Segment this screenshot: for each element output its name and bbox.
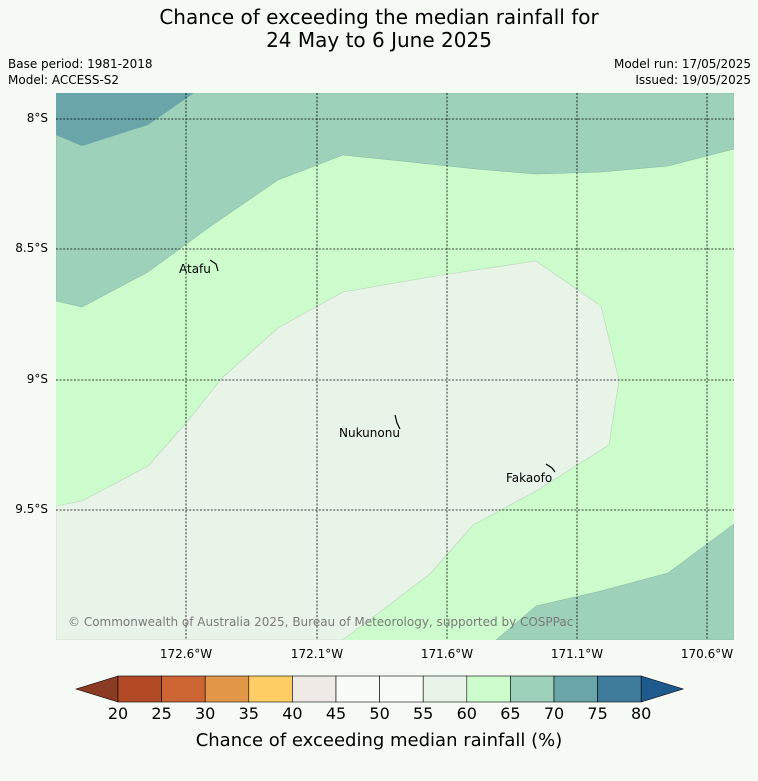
lon-label-171-1w: 171.1°W [550, 647, 604, 661]
place-label-fakaofo: Fakaofo [506, 471, 552, 485]
colorbar-tick-45: 45 [325, 704, 347, 723]
lat-label-8s: 8°S [26, 111, 48, 125]
colorbar-box-20-25 [117, 675, 162, 703]
lon-label-172-6w: 172.6°W [159, 647, 213, 661]
model-run: Model run: 17/05/2025 [613, 57, 751, 71]
colorbar-tick-20: 20 [107, 704, 129, 723]
base-period: Base period: 1981-2018 [8, 57, 153, 71]
lat-label-8-5s: 8.5°S [15, 241, 48, 255]
meta-left: Base period: 1981-2018 Model: ACCESS-S2 [8, 56, 153, 88]
lon-label-172-1w: 172.1°W [290, 647, 344, 661]
region-55-60-central [56, 260, 620, 640]
region-65-70-southeast [495, 523, 734, 640]
map-title: Chance of exceeding the median rainfall … [0, 6, 758, 52]
colorbar-label: Chance of exceeding median rainfall (%) [195, 730, 563, 751]
colorbar [74, 675, 685, 703]
colorbar-arrow-low [74, 675, 119, 703]
rainfall-map: Atafu Nukunonu Fakaofo © Commonwealth of… [56, 93, 734, 640]
colorbar-box-75-80 [597, 675, 642, 703]
colorbar-box-30-35 [204, 675, 250, 703]
colorbar-tick-50: 50 [369, 704, 390, 723]
colorbar-box-40-45 [292, 675, 337, 703]
region-65-70-north [56, 93, 734, 308]
model-name: Model: ACCESS-S2 [8, 73, 120, 87]
colorbar-arrow-high [640, 675, 685, 703]
island-fakaofo-shape [545, 463, 556, 473]
copyright-notice: © Commonwealth of Australia 2025, Bureau… [68, 615, 573, 629]
colorbar-box-55-60 [422, 675, 468, 703]
region-70-75-northwest [56, 93, 194, 146]
place-label-nukunonu: Nukunonu [339, 426, 400, 440]
colorbar-box-70-75 [553, 675, 598, 703]
colorbar-tick-35: 35 [238, 704, 259, 723]
colorbar-box-35-40 [248, 675, 293, 703]
colorbar-tick-70: 70 [543, 704, 565, 723]
colorbar-tick-30: 30 [195, 704, 216, 723]
island-atafu-shape [209, 259, 219, 272]
colorbar-tick-65: 65 [500, 704, 521, 723]
colorbar-tick-55: 55 [413, 704, 434, 723]
lat-label-9s: 9°S [26, 372, 48, 386]
lat-label-9-5s: 9.5°S [15, 502, 48, 516]
colorbar-box-65-70 [510, 675, 555, 703]
island-nukunonu-shape [394, 414, 401, 430]
colorbar-box-45-50 [335, 675, 380, 703]
title-line-2: 24 May to 6 June 2025 [266, 28, 492, 52]
meta-right: Model run: 17/05/2025 Issued: 19/05/2025 [614, 56, 751, 88]
colorbar-tick-25: 25 [151, 704, 172, 723]
lon-label-171-6w: 171.6°W [420, 647, 474, 661]
colorbar-tick-40: 40 [282, 704, 303, 723]
colorbar-tick-75: 75 [587, 704, 608, 723]
colorbar-tick-80: 80 [631, 704, 652, 723]
title-line-1: Chance of exceeding the median rainfall … [159, 5, 599, 29]
colorbar-box-25-30 [161, 675, 206, 703]
lon-label-170-6w: 170.6°W [680, 647, 734, 661]
issued-date: Issued: 19/05/2025 [635, 73, 751, 87]
colorbar-box-50-55 [379, 675, 424, 703]
colorbar-tick-60: 60 [456, 704, 477, 723]
graticule [56, 93, 734, 640]
place-label-atafu: Atafu [179, 262, 211, 276]
colorbar-box-60-65 [466, 675, 511, 703]
